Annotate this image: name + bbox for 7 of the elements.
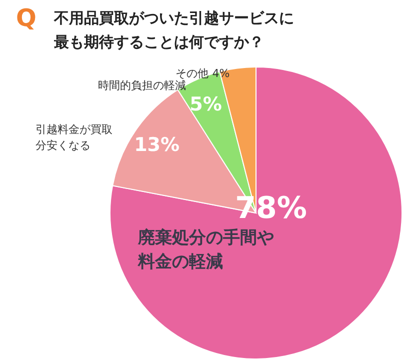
slice-label: 廃棄処分の手間や料金の軽減 [138,227,275,274]
slice-label: 時間的負担の軽減 [98,79,186,94]
data-label: 78% [235,191,307,226]
data-label: 13% [134,134,180,156]
chart-title: Q 不用品買取がついた引越サービスに最も期待することは何ですか？ [16,4,295,53]
data-label: 5% [190,93,222,116]
slice-label: 引越料金が買取分安くなる [35,122,114,154]
